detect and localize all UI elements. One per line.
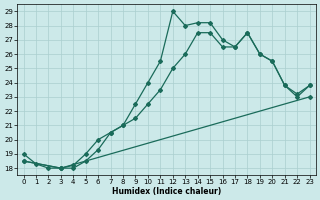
X-axis label: Humidex (Indice chaleur): Humidex (Indice chaleur) <box>112 187 221 196</box>
